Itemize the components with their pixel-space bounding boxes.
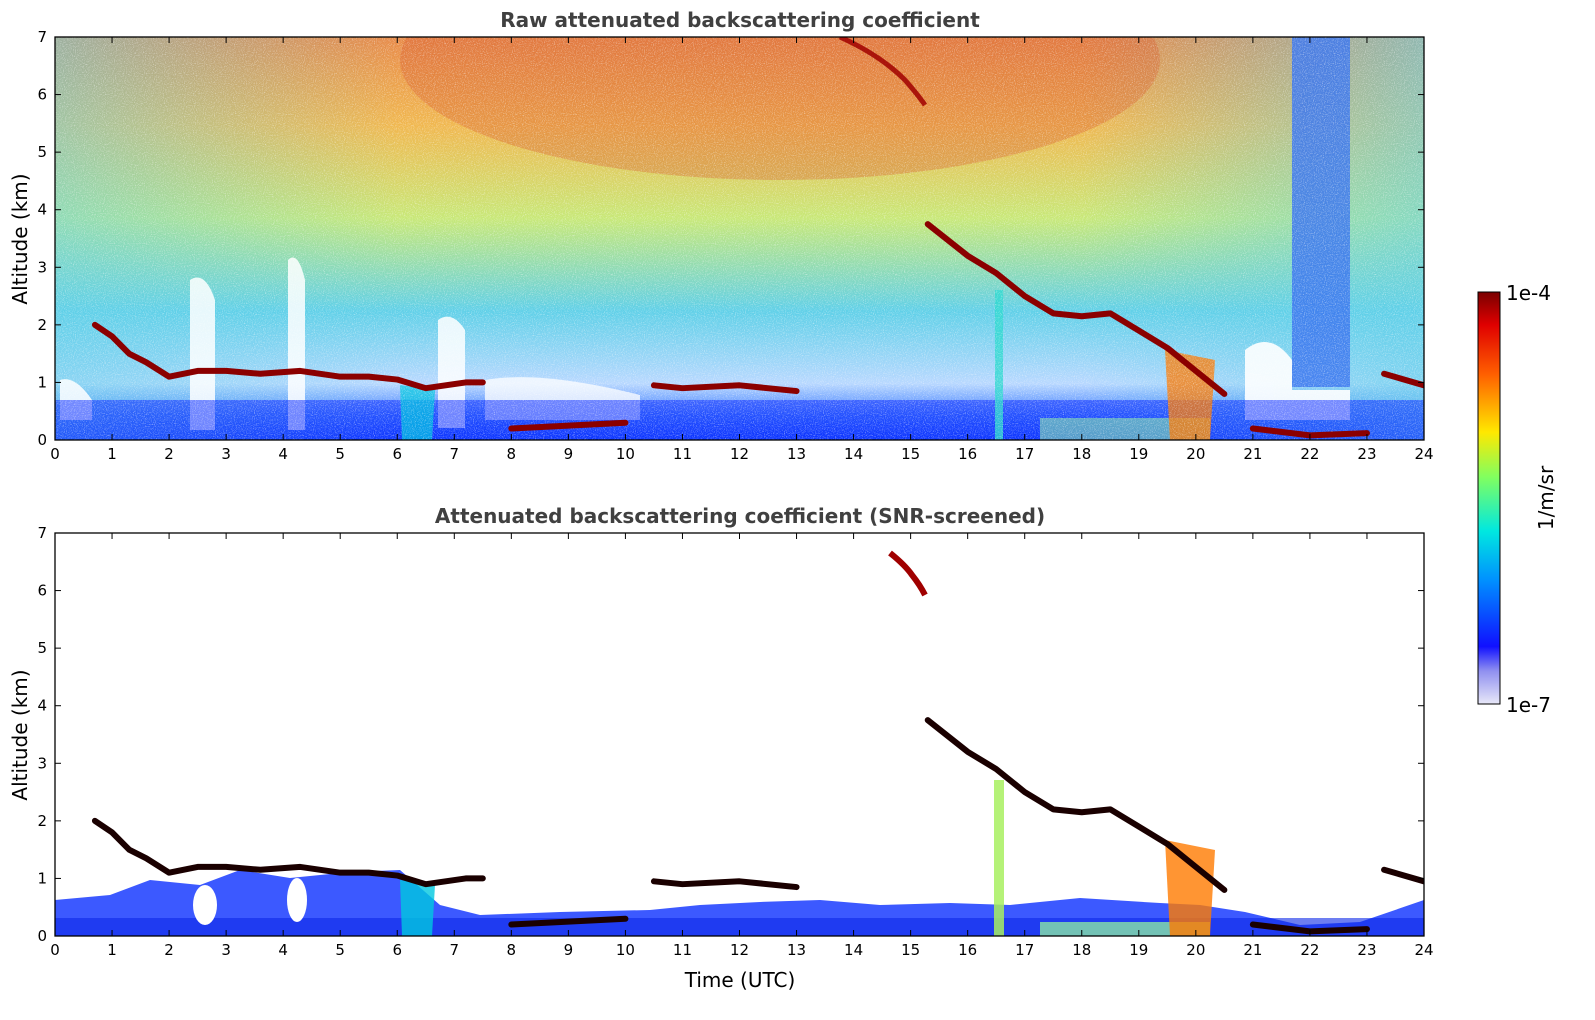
- x-tick-label: 18: [1072, 445, 1091, 463]
- x-tick-label: 18: [1072, 941, 1091, 959]
- x-tick-label: 11: [673, 941, 692, 959]
- x-tick-label: 12: [730, 445, 749, 463]
- y-tick-label: 6: [37, 86, 47, 104]
- x-tick-label: 0: [50, 445, 60, 463]
- x-tick-label: 22: [1300, 941, 1319, 959]
- x-tick-label: 4: [278, 445, 288, 463]
- x-tick-label: 1: [107, 445, 117, 463]
- panel-title-screened: Attenuated backscattering coefficient (S…: [435, 504, 1045, 528]
- y-tick-label: 0: [37, 927, 47, 945]
- colorbar: 1e-4 1e-7 1/m/sr: [1477, 281, 1558, 717]
- cloud-base-trace-screened: [91, 717, 1424, 935]
- y-axis-label-screened: Altitude (km): [8, 669, 32, 800]
- cloud-base-trace-raw: [91, 221, 1424, 439]
- x-tick-label: 16: [958, 941, 977, 959]
- x-tick-label: 21: [1243, 941, 1262, 959]
- y-axis-raw: 0 1 2 3 4 5 6 7: [37, 28, 1424, 449]
- colorbar-unit-label: 1/m/sr: [1534, 465, 1558, 530]
- x-tick-label: 9: [564, 445, 574, 463]
- x-tick-label: 9: [564, 941, 574, 959]
- x-tick-label: 7: [450, 941, 460, 959]
- panel-title-raw: Raw attenuated backscattering coefficien…: [500, 8, 980, 32]
- x-tick-label: 21: [1243, 445, 1262, 463]
- x-tick-label: 13: [787, 941, 806, 959]
- y-tick-label: 7: [37, 524, 47, 542]
- x-tick-label: 20: [1186, 941, 1205, 959]
- x-tick-label: 2: [164, 445, 174, 463]
- x-axis-label-screened: Time (UTC): [684, 968, 796, 992]
- y-tick-label: 5: [37, 143, 47, 161]
- x-tick-label: 8: [507, 445, 517, 463]
- x-tick-label: 14: [844, 941, 863, 959]
- x-tick-label: 6: [392, 445, 402, 463]
- y-tick-label: 1: [37, 373, 47, 391]
- x-tick-label: 5: [335, 445, 345, 463]
- panel-raw: Raw attenuated backscattering coefficien…: [8, 8, 1434, 463]
- x-tick-label: 7: [450, 445, 460, 463]
- x-tick-label: 10: [616, 445, 635, 463]
- x-tick-label: 16: [958, 445, 977, 463]
- x-tick-label: 5: [335, 941, 345, 959]
- x-tick-label: 8: [507, 941, 517, 959]
- x-tick-label: 19: [1129, 941, 1148, 959]
- y-tick-label: 4: [37, 697, 47, 715]
- x-tick-label: 20: [1186, 445, 1205, 463]
- x-tick-label: 15: [901, 941, 920, 959]
- y-tick-label: 0: [37, 431, 47, 449]
- heatmap-raw: [55, 37, 1424, 440]
- x-tick-label: 0: [50, 941, 60, 959]
- x-tick-label: 10: [616, 941, 635, 959]
- x-axis-raw: 0 1 2 3 4 5 6 7 8 9 10 11 12 13 14 15 16 17 18 19 20 21 22 23 24: [50, 37, 1434, 463]
- heatmap-screened: [55, 533, 1424, 936]
- x-tick-label: 3: [221, 445, 231, 463]
- x-tick-label: 23: [1357, 941, 1376, 959]
- y-tick-label: 6: [37, 582, 47, 600]
- x-tick-label: 19: [1129, 445, 1148, 463]
- y-tick-label: 4: [37, 201, 47, 219]
- y-tick-label: 2: [37, 812, 47, 830]
- x-tick-label: 14: [844, 445, 863, 463]
- x-tick-label: 6: [392, 941, 402, 959]
- x-tick-label: 22: [1300, 445, 1319, 463]
- colorbar-min-label: 1e-7: [1506, 693, 1551, 717]
- x-tick-label: 12: [730, 941, 749, 959]
- x-tick-label: 15: [901, 445, 920, 463]
- y-axis-label-raw: Altitude (km): [8, 173, 32, 304]
- x-tick-label: 24: [1414, 445, 1433, 463]
- panel-screened: Attenuated backscattering coefficient (S…: [8, 504, 1434, 992]
- y-axis-screened: 0 1 2 3 4 5 6 7: [37, 524, 1424, 945]
- y-tick-label: 5: [37, 639, 47, 657]
- x-tick-label: 2: [164, 941, 174, 959]
- x-tick-label: 24: [1414, 941, 1433, 959]
- x-tick-label: 11: [673, 445, 692, 463]
- x-tick-label: 1: [107, 941, 117, 959]
- x-tick-label: 17: [1015, 445, 1034, 463]
- y-tick-label: 2: [37, 316, 47, 334]
- x-tick-label: 4: [278, 941, 288, 959]
- colorbar-max-label: 1e-4: [1506, 281, 1551, 305]
- x-tick-label: 17: [1015, 941, 1034, 959]
- colorbar-gradient: [1477, 291, 1501, 705]
- x-tick-label: 3: [221, 941, 231, 959]
- y-tick-label: 7: [37, 28, 47, 46]
- x-tick-label: 13: [787, 445, 806, 463]
- y-tick-label: 1: [37, 869, 47, 887]
- y-tick-label: 3: [37, 258, 47, 276]
- x-axis-screened: 0 1 2 3 4 5 6 7 8 9 10 11 12 13 14 15 16 17 18 19 20 21 22 23 24: [50, 533, 1434, 959]
- x-tick-label: 23: [1357, 445, 1376, 463]
- y-tick-label: 3: [37, 754, 47, 772]
